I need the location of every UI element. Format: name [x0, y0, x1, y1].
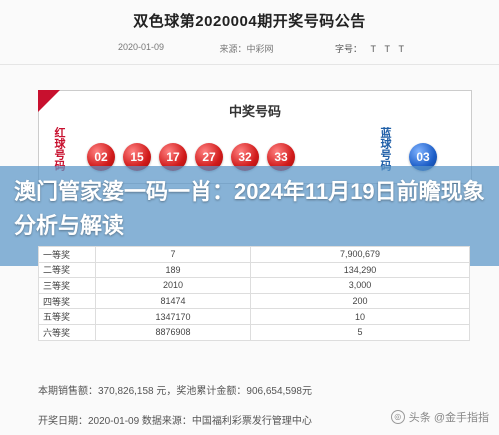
prize-level: 三等奖: [38, 277, 96, 294]
winner-count: 7: [95, 246, 251, 263]
font-size-small-button[interactable]: T: [370, 44, 376, 54]
page-title: 双色球第2020004期开奖号码公告: [133, 13, 366, 30]
watermark-logo-icon: ◎: [390, 410, 405, 424]
headline-text[interactable]: 澳门管家婆一码一肖：2024年11月19日前瞻现象分析与解读: [14, 179, 485, 238]
prize-amount: 200: [250, 292, 470, 310]
prize-amount: 10: [250, 308, 470, 325]
table-row: 五等奖 1347170 10: [38, 308, 470, 325]
font-size-toolbar: 字号： T T T: [329, 42, 404, 55]
draw-date-line: 开奖日期：2020-01-09 数据来源：中国福利彩票发行管理中心: [38, 416, 312, 427]
prize-level: 五等奖: [38, 308, 96, 325]
prize-level: 六等奖: [38, 323, 96, 341]
corner-ribbon-icon: [38, 90, 60, 112]
watermark-text: 头条 @金手指指: [408, 412, 489, 424]
prize-amount: 5: [250, 323, 470, 341]
prize-level: 一等奖: [38, 246, 96, 263]
table-row: 六等奖 8876908 5: [38, 323, 470, 341]
red-ball-label: 红球号码: [53, 127, 65, 171]
table-row: 二等奖 189 134,290: [38, 261, 470, 279]
winner-count: 2010: [95, 277, 251, 294]
table-row: 一等奖 7 7,900,679: [38, 246, 470, 263]
sales-summary: 本期销售额：370,826,158 元，奖池累计金额：906,654,598元: [38, 386, 312, 397]
header-divider: [0, 64, 499, 65]
prize-amount: 3,000: [250, 277, 470, 294]
watermark: ◎ 头条 @金手指指: [390, 409, 489, 425]
prize-table: 一等奖 7 7,900,679 二等奖 189 134,290 三等奖 2010…: [38, 246, 470, 341]
article-source: 来源：中彩网: [219, 44, 274, 54]
winner-count: 1347170: [95, 308, 251, 325]
blue-ball-label: 蓝球号码: [379, 127, 391, 171]
winner-count: 81474: [95, 292, 251, 310]
prize-level: 二等奖: [38, 261, 96, 279]
article-meta: 2020-01-09 来源：中彩网 字号： T T T: [118, 42, 404, 55]
prize-amount: 134,290: [250, 261, 470, 279]
prize-amount: 7,900,679: [250, 246, 470, 263]
table-row: 四等奖 81474 200: [38, 292, 470, 310]
font-size-large-button[interactable]: T: [398, 44, 405, 54]
prize-level: 四等奖: [38, 292, 96, 310]
table-row: 三等奖 2010 3,000: [38, 277, 470, 294]
font-size-label: 字号：: [334, 44, 362, 54]
font-size-medium-button[interactable]: T: [384, 44, 390, 54]
publish-date: 2020-01-09: [118, 42, 165, 52]
winning-numbers-title: 中奖号码: [228, 104, 281, 119]
winner-count: 189: [95, 261, 251, 279]
winner-count: 8876908: [95, 323, 251, 341]
